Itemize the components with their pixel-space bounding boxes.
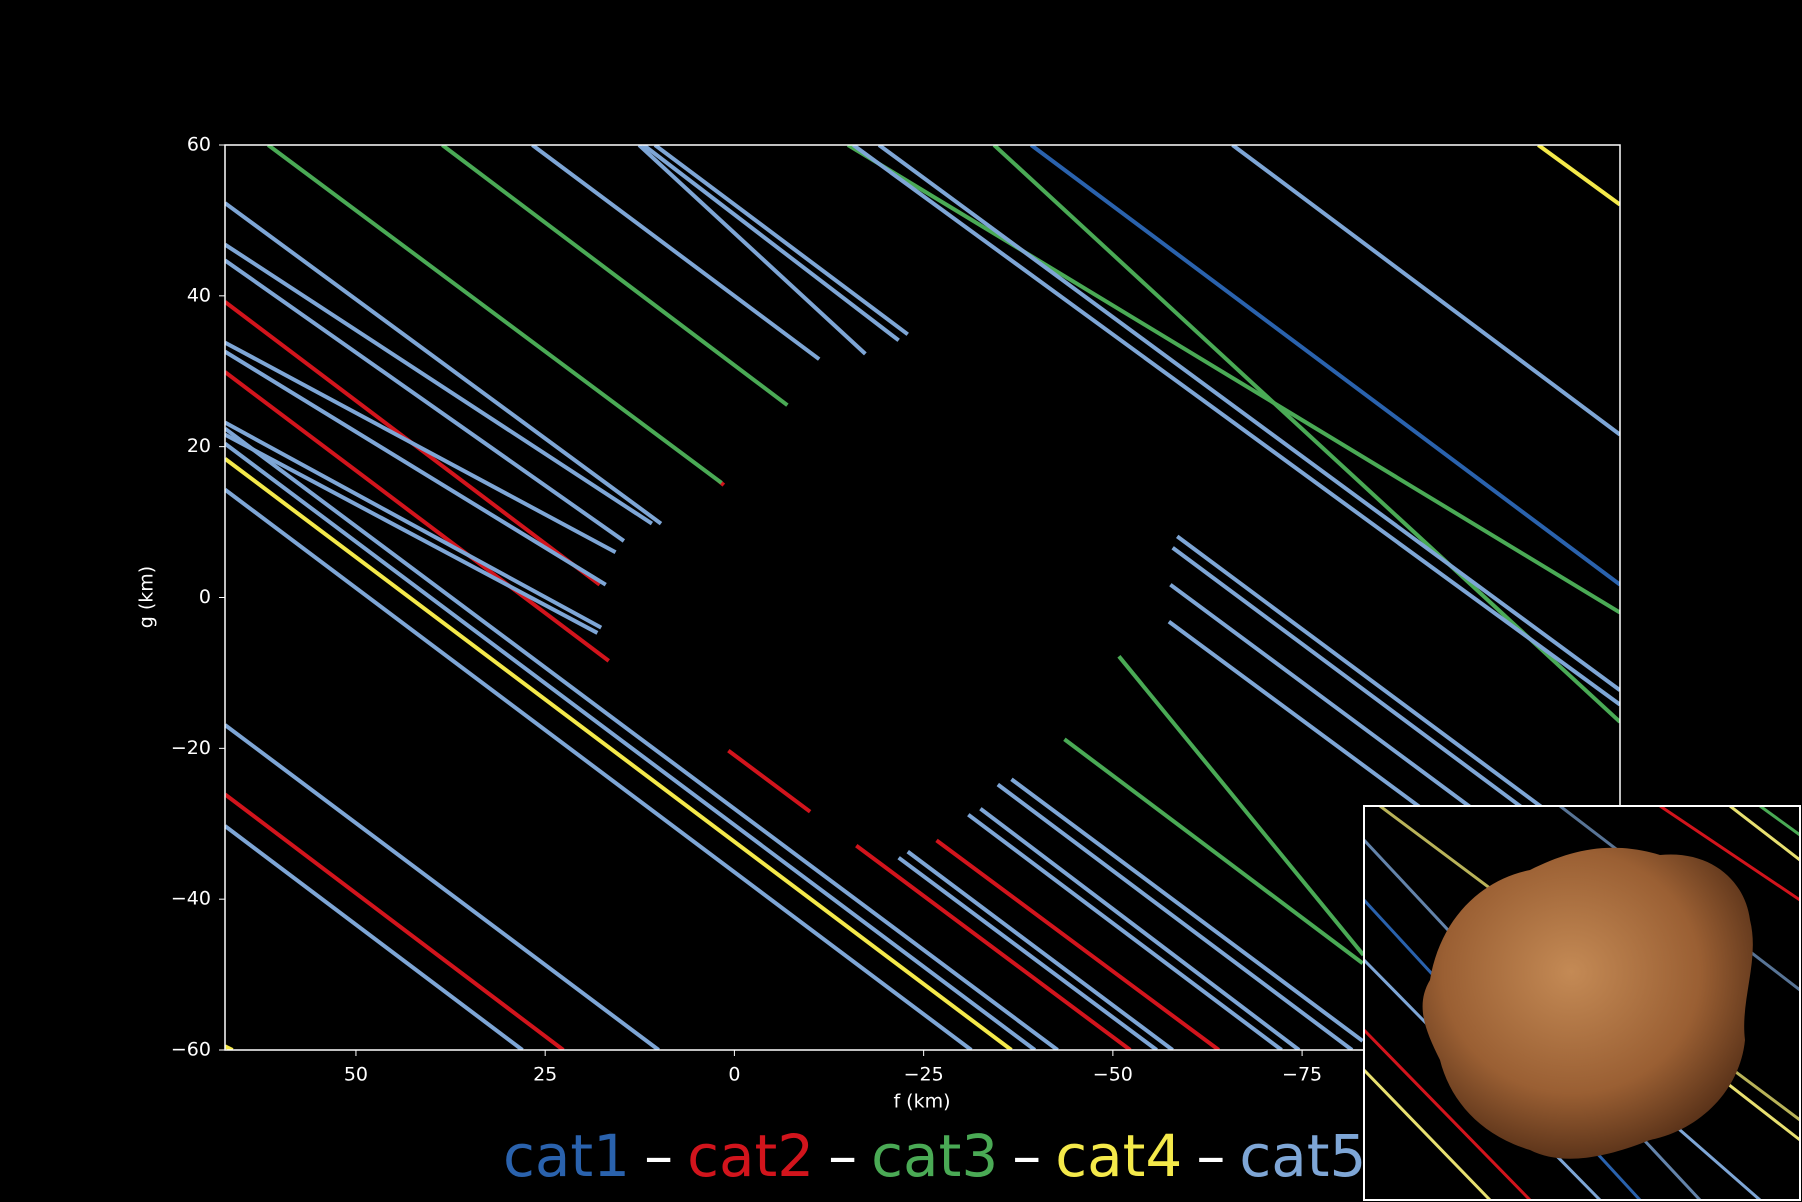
x-axis-label: f (km) — [893, 1091, 950, 1113]
chord — [897, 856, 1158, 1050]
chord — [225, 792, 565, 1050]
chord — [225, 349, 607, 587]
chord — [996, 782, 1354, 1050]
asteroid — [1422, 847, 1753, 1159]
legend-entry: cat1 — [503, 1122, 630, 1190]
chord — [906, 850, 1174, 1050]
legend-separator: – — [1012, 1122, 1041, 1190]
legend: cat1– cat2– cat3– cat4– cat5 — [503, 1122, 1366, 1190]
chord — [935, 838, 1221, 1050]
x-tick-label: 25 — [533, 1064, 557, 1086]
y-tick-label: −40 — [171, 888, 211, 910]
y-tick-label: 40 — [187, 284, 211, 306]
chord — [531, 145, 821, 361]
chord — [225, 442, 1037, 1050]
chord — [1010, 777, 1364, 1043]
y-tick-label: 60 — [187, 134, 211, 156]
legend-separator: – — [644, 1122, 673, 1190]
chord — [979, 807, 1301, 1050]
chord — [1537, 145, 1620, 207]
legend-entry: cat3 — [871, 1122, 998, 1190]
chord — [266, 145, 723, 485]
chord — [225, 432, 599, 635]
x-tick-label: −50 — [1093, 1064, 1133, 1086]
chord — [225, 420, 603, 630]
chord — [846, 145, 1620, 615]
chord — [225, 488, 973, 1050]
chord — [225, 370, 610, 663]
x-tick-label: −25 — [904, 1064, 944, 1086]
y-axis-label: g (km) — [136, 566, 158, 628]
chord — [642, 145, 900, 342]
legend-separator: – — [828, 1122, 857, 1190]
chord — [225, 723, 660, 1050]
y-tick-label: −20 — [171, 737, 211, 759]
chord — [877, 145, 1620, 692]
chord — [225, 258, 626, 543]
chord — [225, 340, 617, 555]
x-tick-label: −75 — [1282, 1064, 1322, 1086]
chord — [225, 426, 1059, 1050]
inset-image — [1363, 805, 1801, 1201]
legend-separator: – — [1196, 1122, 1225, 1190]
y-tick-label: 20 — [187, 435, 211, 457]
legend-entry: cat2 — [687, 1122, 814, 1190]
chord — [1063, 737, 1364, 965]
chord — [225, 201, 663, 526]
x-tick-label: 50 — [344, 1064, 368, 1086]
chord — [852, 145, 1620, 707]
legend-entry: cat4 — [1055, 1122, 1182, 1190]
inset-frame — [1363, 805, 1801, 1201]
chord — [727, 748, 812, 814]
chord — [1117, 655, 1365, 957]
y-tick-label: −60 — [171, 1039, 211, 1061]
chord — [225, 242, 653, 526]
chord — [225, 457, 1013, 1050]
chord — [637, 145, 867, 356]
x-tick-label: 0 — [728, 1064, 740, 1086]
chord — [1231, 145, 1620, 437]
chord — [1029, 145, 1620, 587]
chord — [653, 145, 909, 336]
chord — [992, 145, 1620, 724]
chord — [855, 844, 1132, 1050]
y-tick-label: 0 — [199, 586, 211, 608]
legend-entry: cat5 — [1239, 1122, 1366, 1190]
chord — [441, 145, 789, 407]
chord — [225, 824, 524, 1050]
chord — [967, 813, 1283, 1050]
